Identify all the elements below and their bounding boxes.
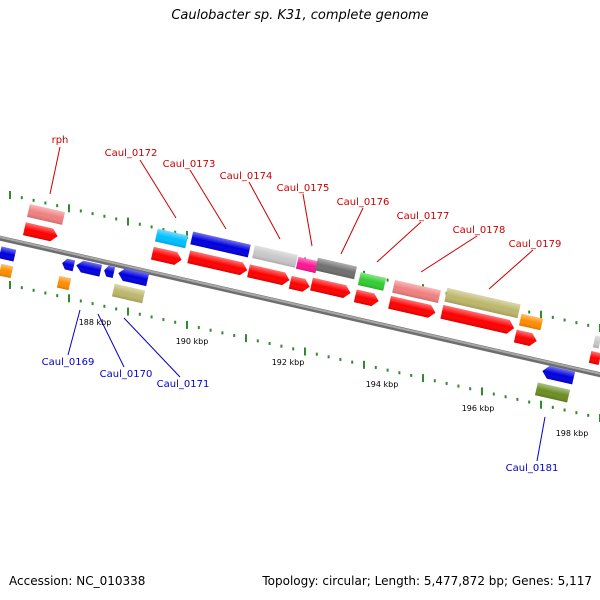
- gene-label: Caul_0172: [105, 148, 158, 159]
- scale-labels: 188 kbp 190 kbp 192 kbp 194 kbp 196 kbp 198 k…: [79, 318, 589, 438]
- gene-block: [247, 264, 290, 286]
- gene-block: [440, 304, 515, 334]
- gene-block: [513, 329, 537, 346]
- gene-block: [392, 279, 441, 304]
- leader-line: [420, 235, 478, 273]
- gene-block: [104, 265, 116, 278]
- gene-label: Caul_0176: [337, 197, 390, 208]
- gene-block: [388, 295, 436, 318]
- gene-label: rph: [52, 135, 69, 146]
- label-leader-lines: [49, 146, 546, 462]
- gene-label: Caul_0169: [42, 357, 95, 368]
- gene-label: Caul_0178: [453, 225, 506, 236]
- leader-line: [488, 249, 534, 290]
- scale-label: 188 kbp: [79, 318, 112, 327]
- gene-block: [357, 272, 387, 291]
- gene-block: [154, 228, 189, 249]
- leader-line: [302, 193, 313, 247]
- scale-label: 192 kbp: [272, 358, 305, 367]
- topology-text: Topology: circular; Length: 5,477,872 bp…: [262, 574, 592, 588]
- gene-block: [56, 275, 72, 291]
- page-title: Caulobacter sp. K31, complete genome: [171, 8, 429, 23]
- scale-label: 190 kbp: [176, 337, 209, 346]
- gene-block: [534, 382, 571, 403]
- gene-block: [187, 250, 248, 276]
- gene-block: [0, 263, 14, 279]
- gene-block: [27, 204, 65, 225]
- gene-label: Caul_0179: [509, 239, 562, 250]
- gene-block: [310, 277, 351, 298]
- leader-line: [123, 317, 181, 378]
- scale-label: 194 kbp: [366, 380, 399, 389]
- gene-block: [22, 222, 58, 242]
- gene-block: [288, 275, 310, 292]
- leader-line: [67, 309, 81, 356]
- leader-line: [49, 146, 61, 195]
- leader-line: [536, 416, 546, 462]
- gene-label: Caul_0170: [100, 369, 153, 380]
- gene-block: [0, 246, 17, 262]
- gene-block: [150, 246, 182, 265]
- leader-line: [340, 207, 364, 255]
- gene-block: [588, 351, 600, 365]
- leader-line: [139, 159, 177, 219]
- leader-line: [376, 221, 422, 263]
- gene-block: [190, 231, 251, 258]
- gene-label: Caul_0173: [163, 159, 216, 170]
- gene-block: [252, 245, 298, 268]
- gene-block: [315, 257, 357, 280]
- gene-block: [295, 256, 319, 274]
- leader-line: [248, 181, 281, 240]
- gene-block: [592, 335, 600, 349]
- gene-labels: rph Caul_0172 Caul_0173 Caul_0174 Caul_0175 C…: [42, 135, 562, 474]
- gene-block: [353, 289, 379, 307]
- scale-label: 196 kbp: [462, 404, 495, 413]
- gene-block: [76, 260, 103, 277]
- scale-label: 198 kbp: [556, 429, 589, 438]
- accession-text: Accession: NC_010338: [9, 574, 146, 588]
- gene-block: [444, 287, 521, 319]
- gene-label: Caul_0177: [397, 211, 450, 222]
- genome-backbone: [0, 235, 600, 378]
- gene-block: [118, 268, 150, 287]
- gene-label: Caul_0171: [157, 379, 210, 390]
- gene-block: [518, 313, 544, 331]
- gene-label: Caul_0174: [220, 171, 273, 182]
- gene-label: Caul_0175: [277, 183, 330, 194]
- gene-label: Caul_0181: [506, 463, 559, 474]
- leader-line: [189, 169, 227, 230]
- gene-block: [62, 258, 76, 272]
- gene-block: [542, 365, 576, 385]
- gene-features: [0, 204, 600, 403]
- leader-line: [97, 313, 125, 368]
- gene-block: [111, 283, 146, 304]
